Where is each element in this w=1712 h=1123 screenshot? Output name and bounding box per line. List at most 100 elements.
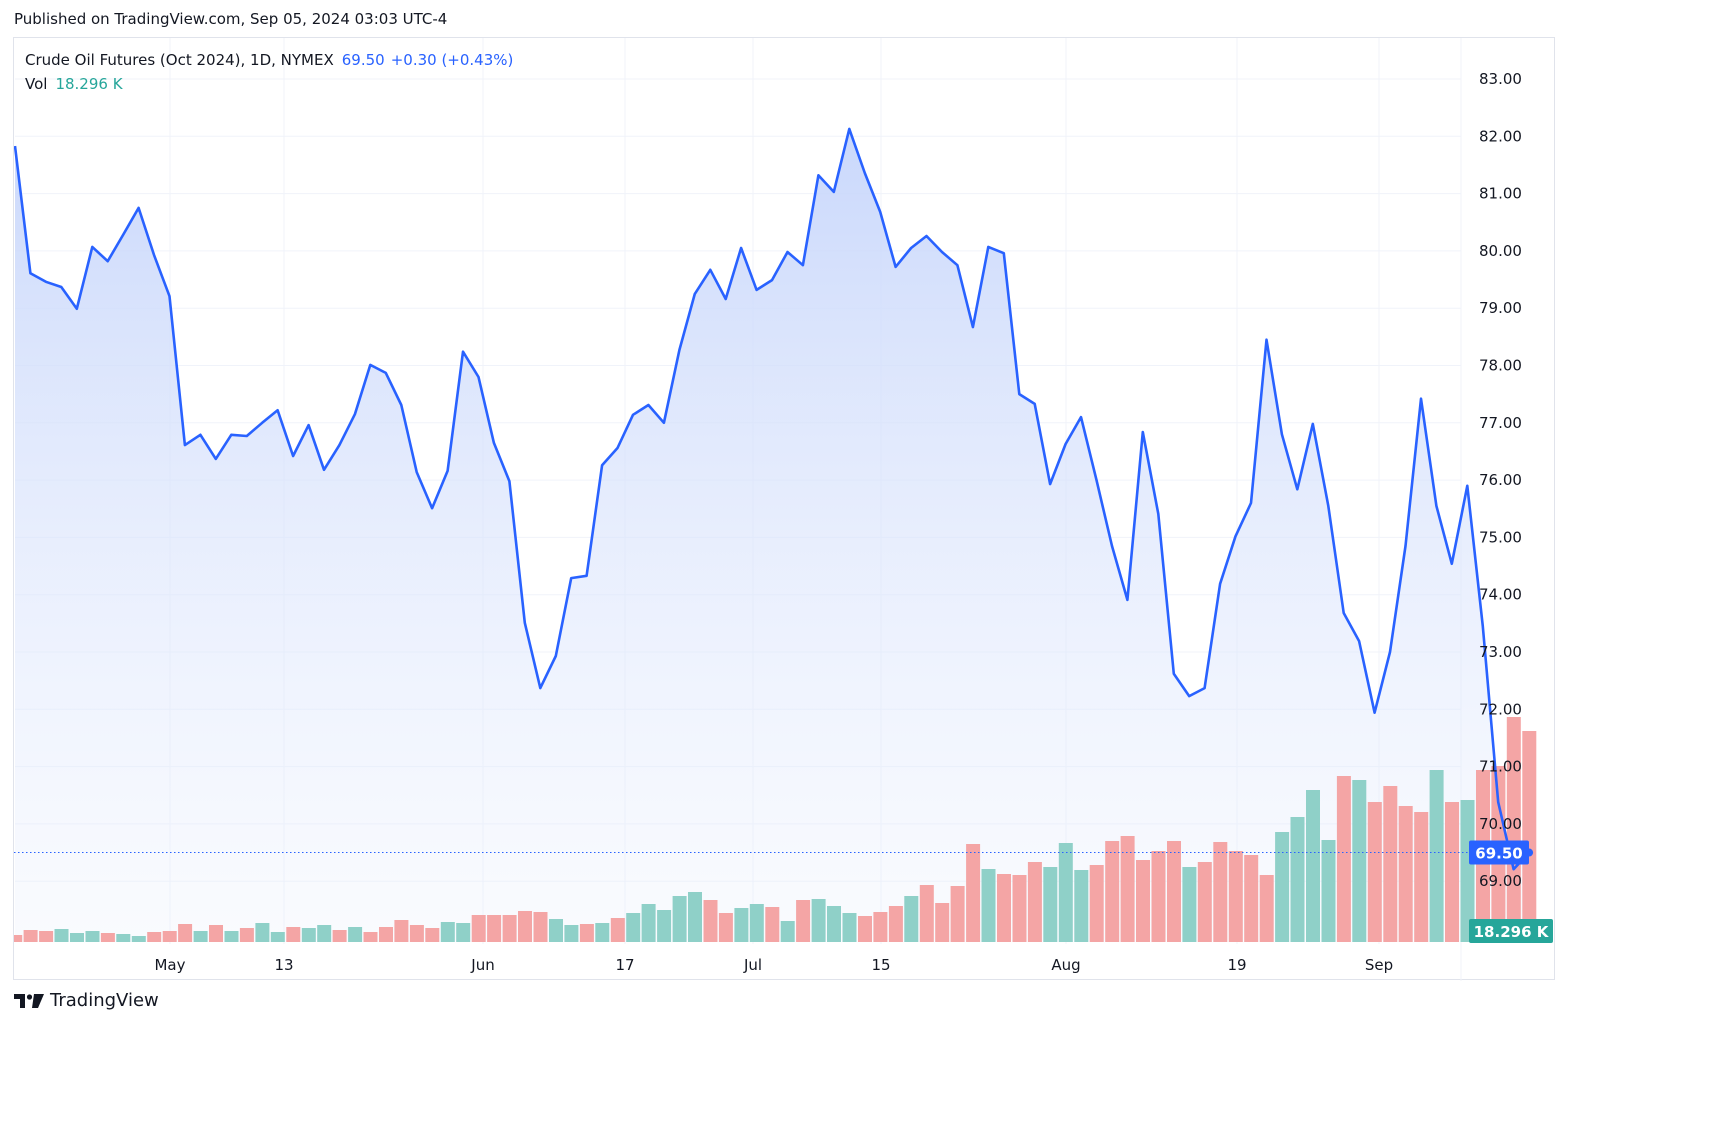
price-change: +0.30 (+0.43%) (390, 51, 514, 69)
volume-bar (873, 912, 888, 942)
volume-bar (1259, 875, 1274, 942)
volume-bar (270, 932, 285, 942)
time-axis-label: Jul (743, 956, 762, 974)
volume-bar (1336, 776, 1351, 942)
volume-bar (734, 908, 749, 942)
volume-bar (858, 916, 872, 942)
volume-bar (14, 935, 23, 942)
volume-bar (70, 933, 84, 942)
volume-bar (100, 933, 115, 942)
volume-bar (332, 930, 347, 942)
volume-bar (1275, 832, 1290, 942)
volume-bar (626, 913, 641, 942)
volume-bar (749, 904, 764, 942)
price-axis-label: 75.00 (1479, 528, 1522, 546)
volume-bar (533, 912, 548, 942)
price-axis-label: 70.00 (1479, 815, 1522, 833)
volume-bar (1213, 842, 1228, 942)
volume-bar (518, 911, 532, 942)
price-line (14, 127, 1531, 871)
volume-bar (147, 932, 162, 942)
price-axis-label: 72.00 (1479, 700, 1522, 718)
volume-bar (440, 922, 455, 942)
volume-bar (1105, 841, 1120, 942)
price-axis-label: 79.00 (1479, 299, 1522, 317)
volume-label: Vol (25, 75, 48, 93)
volume-bar (54, 929, 69, 942)
volume-bar (85, 931, 100, 942)
volume-bar (950, 886, 965, 942)
volume-bar (811, 899, 826, 942)
volume-bar (1089, 865, 1104, 942)
volume-bar (409, 925, 424, 942)
volume-bar (595, 923, 610, 942)
volume-bar (1027, 862, 1042, 942)
last-price: 69.50 (341, 51, 385, 69)
volume-bar (394, 920, 409, 942)
volume-bar (888, 906, 903, 942)
brand-name: TradingView (50, 990, 159, 1011)
price-axis-label: 71.00 (1479, 758, 1522, 776)
volume-bar (193, 931, 208, 942)
symbol-title: Crude Oil Futures (Oct 2024), 1D, NYMEX (25, 51, 334, 69)
time-axis-label: 13 (274, 956, 293, 974)
volume-bar (641, 904, 656, 942)
volume-bar (981, 869, 996, 942)
price-axis-label: 76.00 (1479, 471, 1522, 489)
volume-bar (672, 896, 687, 942)
volume-bar (1120, 836, 1135, 942)
volume-bar (765, 907, 780, 942)
volume-bar (610, 918, 625, 942)
price-chart[interactable]: May 13 Jun 17 Jul 15 Aug 19 Sep 83.00 82.00 81.00 80… (14, 38, 1556, 981)
last-price-badge-text: 69.50 (1475, 845, 1522, 863)
volume-bar (471, 915, 486, 942)
volume-bar (456, 923, 471, 942)
volume-bar (1167, 841, 1181, 942)
tradingview-logo[interactable]: TradingView (14, 990, 159, 1011)
price-axis-label: 83.00 (1479, 70, 1522, 88)
volume-bar (487, 915, 502, 942)
tradingview-logo-icon (14, 993, 44, 1008)
volume-bar (904, 896, 919, 942)
volume-bar (1414, 812, 1429, 942)
volume-value: 18.296 K (55, 75, 123, 93)
volume-bar (657, 910, 672, 942)
volume-bar (239, 928, 254, 942)
volume-bar (564, 925, 579, 942)
volume-bar (780, 921, 795, 942)
volume-bar (1197, 862, 1212, 942)
volume-bar (579, 924, 594, 942)
price-axis-label: 73.00 (1479, 643, 1522, 661)
volume-bar (502, 915, 517, 942)
published-caption: Published on TradingView.com, Sep 05, 20… (14, 10, 448, 28)
volume-bar (935, 903, 950, 942)
volume-bar (1306, 790, 1320, 942)
volume-bar (39, 931, 54, 942)
volume-bar (363, 932, 378, 942)
volume-bar (688, 892, 702, 942)
volume-bar (1383, 786, 1398, 942)
volume-bar (1367, 802, 1382, 942)
volume-bar (796, 900, 811, 942)
volume-bar (1228, 851, 1243, 942)
volume-bar (116, 934, 131, 942)
volume-badge (1469, 919, 1553, 943)
chart-frame[interactable]: May 13 Jun 17 Jul 15 Aug 19 Sep 83.00 82.00 81.00 80… (13, 37, 1556, 981)
time-axis-label: Aug (1051, 956, 1080, 974)
volume-bar (1321, 840, 1336, 942)
volume-bar (549, 919, 563, 942)
volume-bar (255, 923, 270, 942)
volume-bar (162, 931, 177, 942)
volume-bar (1136, 860, 1150, 942)
last-price-badge (1469, 840, 1529, 865)
volume-bar (1290, 817, 1305, 942)
volume-bar (718, 913, 733, 942)
time-axis-label: 15 (871, 956, 890, 974)
volume-bar (1043, 867, 1058, 942)
volume-bar (842, 913, 857, 942)
volume-bar (301, 928, 316, 942)
volume-bar (224, 931, 239, 942)
volume-bar (1445, 802, 1459, 942)
price-axis-label: 82.00 (1479, 127, 1522, 145)
volume-bar (997, 874, 1011, 942)
